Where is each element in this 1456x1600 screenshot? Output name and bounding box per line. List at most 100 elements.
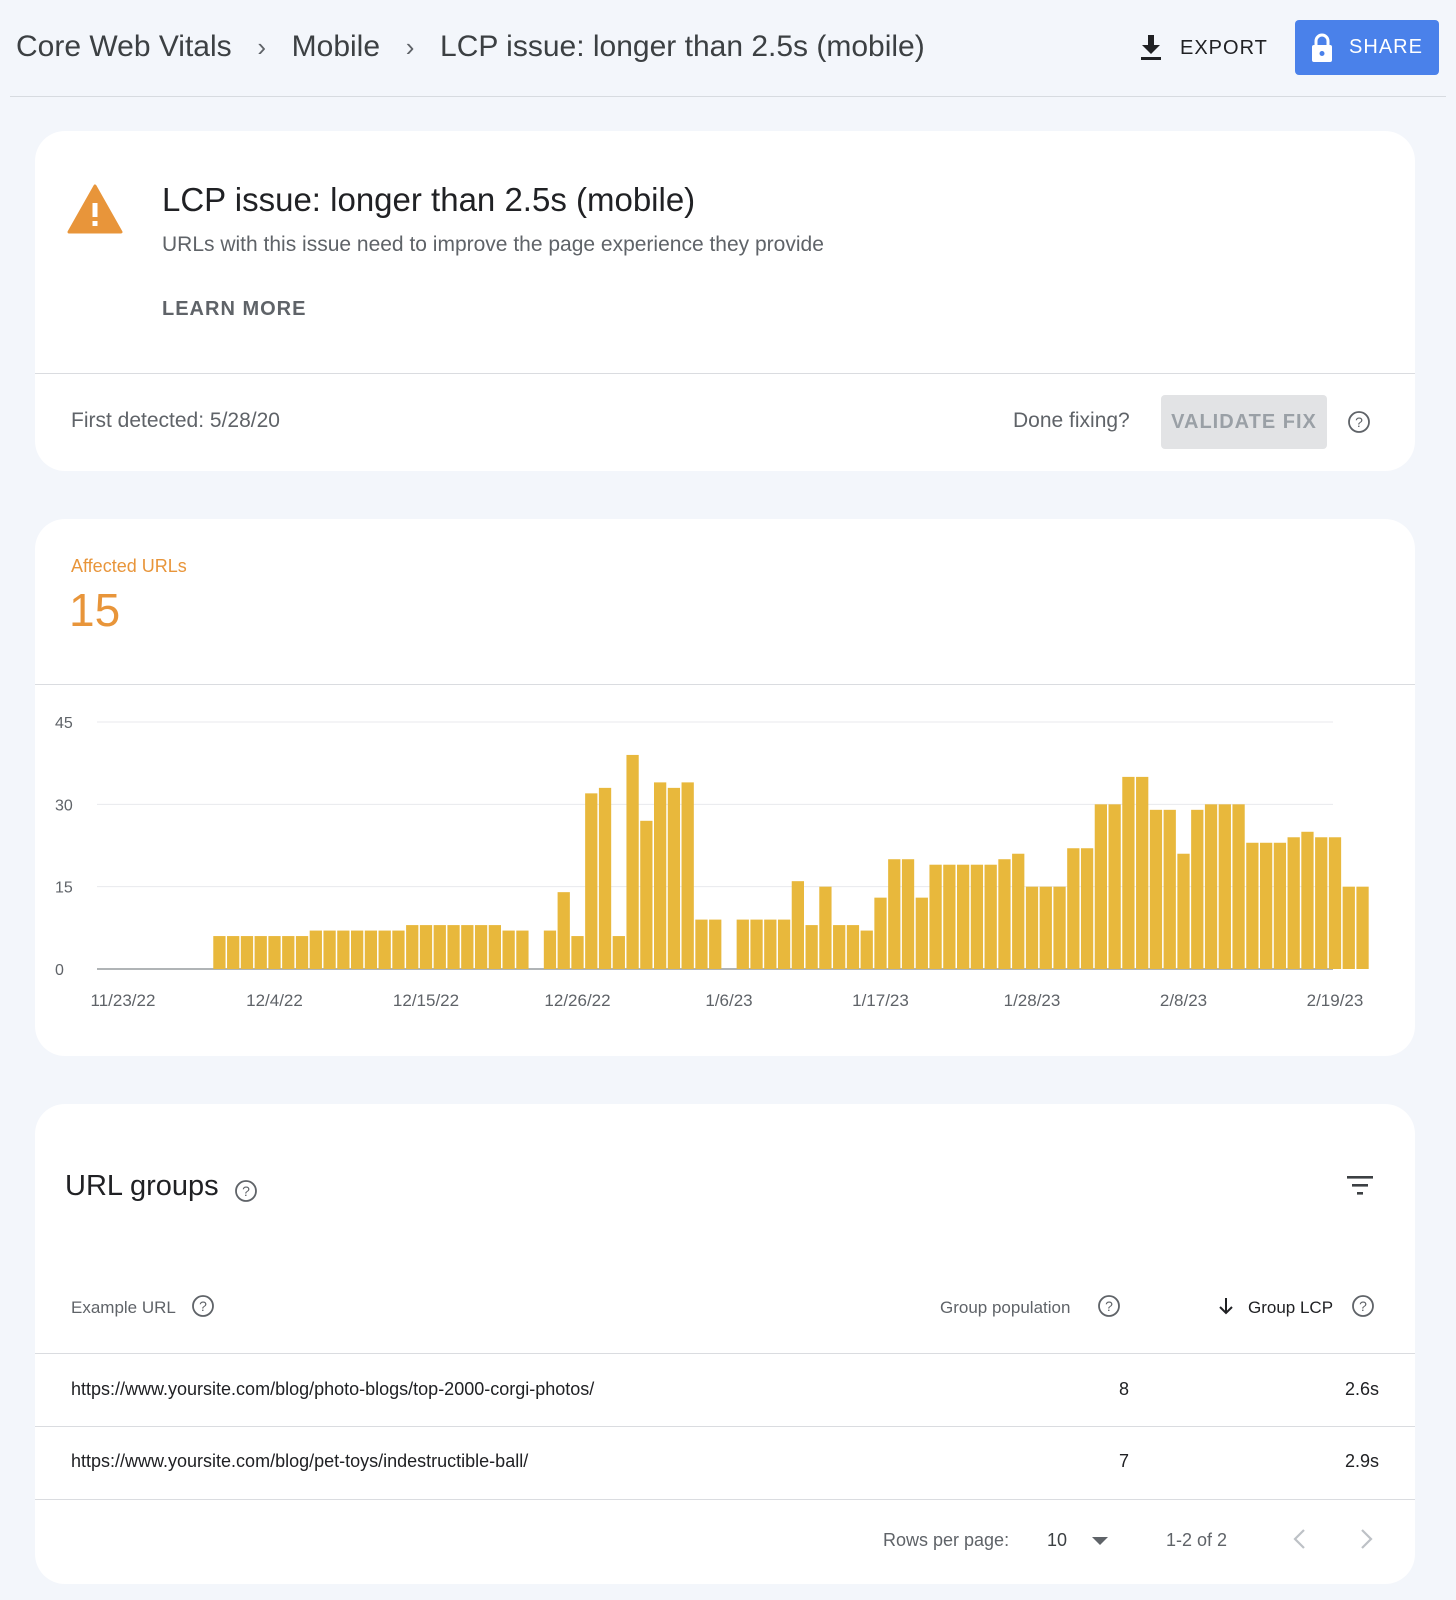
divider (35, 1499, 1415, 1500)
row-group-lcp: 2.6s (1344, 1379, 1379, 1399)
chart-bar (970, 864, 984, 969)
chart-bar (943, 864, 956, 969)
chart-bar (1273, 842, 1287, 969)
arrow-down-icon[interactable] (1217, 1296, 1235, 1316)
done-fixing-text: Done fixing? (1013, 409, 1130, 432)
top-bar: Core Web Vitals › Mobile › LCP issue: lo… (10, 0, 1446, 97)
chart-bar (1246, 842, 1259, 969)
chart-bar (1191, 809, 1204, 969)
chart-bar (1328, 837, 1342, 969)
export-button[interactable]: EXPORT (1140, 28, 1268, 68)
help-icon[interactable]: ? (191, 1294, 215, 1318)
export-label: EXPORT (1180, 36, 1268, 59)
affected-urls-card: Affected URLs 15 0 15 30 45 11/23/22 12/4/22 1… (35, 519, 1415, 1056)
issue-title: LCP issue: longer than 2.5s (mobile) (162, 181, 696, 218)
help-icon[interactable]: ? (1351, 1294, 1375, 1318)
chart-bar (461, 925, 474, 969)
chart-bar (1287, 837, 1300, 969)
affected-urls-count: 15 (69, 584, 121, 636)
x-tick-label: 12/4/22 (246, 991, 303, 1010)
chevron-right-icon: › (405, 31, 415, 62)
x-tick-label: 2/19/23 (1307, 991, 1364, 1010)
help-icon[interactable]: ? (1347, 410, 1371, 434)
chart-bar (1301, 831, 1314, 969)
svg-text:?: ? (1359, 1298, 1367, 1314)
chart-bar (1356, 886, 1369, 969)
chart-bar (805, 925, 818, 969)
chevron-left-icon[interactable] (1291, 1527, 1309, 1551)
divider (35, 684, 1415, 685)
chart-bar (819, 886, 832, 969)
help-icon[interactable]: ? (234, 1179, 258, 1203)
pagination-range: 1-2 of 2 (1166, 1530, 1228, 1550)
lock-icon (1312, 33, 1333, 62)
chart-bar (654, 782, 667, 969)
help-icon[interactable]: ? (1097, 1294, 1121, 1318)
chart-bar (612, 936, 625, 969)
chart-bar (681, 782, 694, 969)
chart-bar (419, 925, 433, 969)
x-tick-label: 11/23/22 (91, 991, 156, 1010)
chart-bar (709, 919, 722, 969)
url-groups-card: URL groups ? Example URL ? Group populat… (35, 1104, 1415, 1584)
chart-bar (516, 930, 529, 969)
chart-bar (984, 864, 997, 969)
share-button[interactable]: SHARE (1295, 20, 1439, 75)
affected-urls-chart: 0 15 30 45 11/23/22 12/4/22 12/15/22 12/26/22 1/… (55, 715, 1369, 1010)
dropdown-arrow-icon (1092, 1537, 1108, 1545)
rows-per-page-select[interactable]: 10 (1047, 1522, 1127, 1558)
chart-bar (791, 881, 804, 969)
breadcrumb-core-web-vitals[interactable]: Core Web Vitals (16, 30, 232, 63)
chart-bar (1149, 809, 1163, 969)
chart-bar (957, 864, 970, 969)
chart-bar (323, 930, 336, 969)
svg-text:?: ? (1105, 1298, 1113, 1314)
chart-bar (1204, 804, 1218, 969)
first-detected-text: First detected: 5/28/20 (71, 409, 280, 432)
x-tick-label: 12/15/22 (393, 991, 459, 1010)
chart-bar (846, 925, 860, 969)
row-example-url[interactable]: https://www.yoursite.com/blog/photo-blog… (71, 1379, 595, 1399)
url-groups-title: URL groups (65, 1170, 219, 1202)
row-example-url[interactable]: https://www.yoursite.com/blog/pet-toys/i… (71, 1451, 529, 1471)
chart-bar (213, 936, 226, 969)
chart-bar (392, 930, 405, 969)
validate-fix-button[interactable]: VALIDATE FIX (1161, 395, 1327, 449)
chart-bar (860, 930, 873, 969)
table-row[interactable]: https://www.yoursite.com/blog/photo-blog… (35, 1354, 1415, 1426)
column-header-group-lcp[interactable]: Group LCP (1248, 1298, 1334, 1317)
chart-bar (750, 919, 763, 969)
chart-bar (585, 793, 598, 969)
breadcrumb-mobile[interactable]: Mobile (291, 30, 381, 63)
chart-bar (254, 936, 267, 969)
chart-bar (1053, 886, 1066, 969)
column-header-example-url[interactable]: Example URL (71, 1298, 176, 1317)
table-row[interactable]: https://www.yoursite.com/blog/pet-toys/i… (35, 1427, 1415, 1499)
column-header-group-population[interactable]: Group population (940, 1298, 1071, 1317)
chart-bar (1080, 848, 1094, 969)
chart-bar (1122, 776, 1135, 969)
chart-bar (1012, 853, 1025, 969)
chart-bar (1067, 848, 1080, 969)
issue-card: LCP issue: longer than 2.5s (mobile) URL… (35, 131, 1415, 471)
chart-bar (295, 936, 309, 969)
y-tick-label: 0 (55, 962, 64, 979)
chevron-right-icon: › (257, 31, 266, 62)
chart-bar (309, 930, 322, 969)
row-group-lcp: 2.9s (1344, 1451, 1379, 1471)
chart-bar (777, 919, 791, 969)
chart-bar (268, 936, 281, 969)
x-tick-label: 1/6/23 (705, 991, 752, 1010)
chart-bar (1218, 804, 1231, 969)
chart-bar (571, 936, 584, 969)
chart-bar (833, 925, 846, 969)
y-tick-label: 30 (55, 797, 73, 814)
row-group-population: 7 (1118, 1451, 1129, 1471)
chart-bar (1342, 886, 1355, 969)
svg-text:?: ? (199, 1298, 207, 1314)
chart-bar (364, 930, 378, 969)
chevron-right-icon[interactable] (1357, 1527, 1375, 1551)
learn-more-link[interactable]: LEARN MORE (162, 298, 307, 320)
chart-bar (488, 925, 501, 969)
filter-icon[interactable] (1345, 1174, 1375, 1196)
